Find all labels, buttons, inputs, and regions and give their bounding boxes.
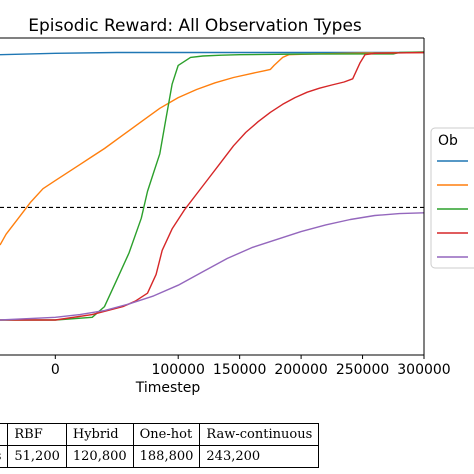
legend-title: Ob xyxy=(438,133,458,149)
x-axis-label: Timestep xyxy=(135,380,201,396)
table-header-cell: Raw-continuous xyxy=(199,423,320,446)
x-axis: 0 100000 150000 200000 250000 300000 xyxy=(0,37,451,378)
x-tick-label: 300000 xyxy=(397,362,450,378)
table-header-row: RBF Hybrid One-hot Raw-continuous xyxy=(0,423,320,446)
table-cell: 51,200 xyxy=(7,445,67,468)
plot-area xyxy=(0,51,425,321)
series-line-3 xyxy=(0,51,425,321)
table-cell: 188,800 xyxy=(132,445,201,468)
x-tick-label: 250000 xyxy=(336,362,389,378)
legend-frame xyxy=(430,127,474,269)
series-line-1 xyxy=(0,51,424,56)
series-line-2 xyxy=(0,51,425,246)
table-header-cell: One-hot xyxy=(132,423,201,446)
table-row: es 51,200 120,800 188,800 243,200 xyxy=(0,445,320,468)
table-header-cell xyxy=(0,423,9,446)
chart-title: Episodic Reward: All Observation Types xyxy=(28,16,362,36)
results-table: RBF Hybrid One-hot Raw-continuous es 51,… xyxy=(0,423,320,468)
table-cell: 120,800 xyxy=(65,445,134,468)
table-header-cell: RBF xyxy=(7,423,67,446)
x-tick-label: 100000 xyxy=(151,362,204,378)
x-tick-label: 0 xyxy=(51,362,60,378)
series-line-5 xyxy=(0,212,425,321)
table-cell: es xyxy=(0,445,9,468)
legend: Ob xyxy=(430,127,474,269)
series-line-4 xyxy=(0,51,425,321)
x-tick-label: 200000 xyxy=(274,362,327,378)
legend-entries xyxy=(437,160,468,258)
table-header-cell: Hybrid xyxy=(65,423,134,446)
x-tick-label: 150000 xyxy=(213,362,266,378)
table-cell: 243,200 xyxy=(199,445,320,468)
